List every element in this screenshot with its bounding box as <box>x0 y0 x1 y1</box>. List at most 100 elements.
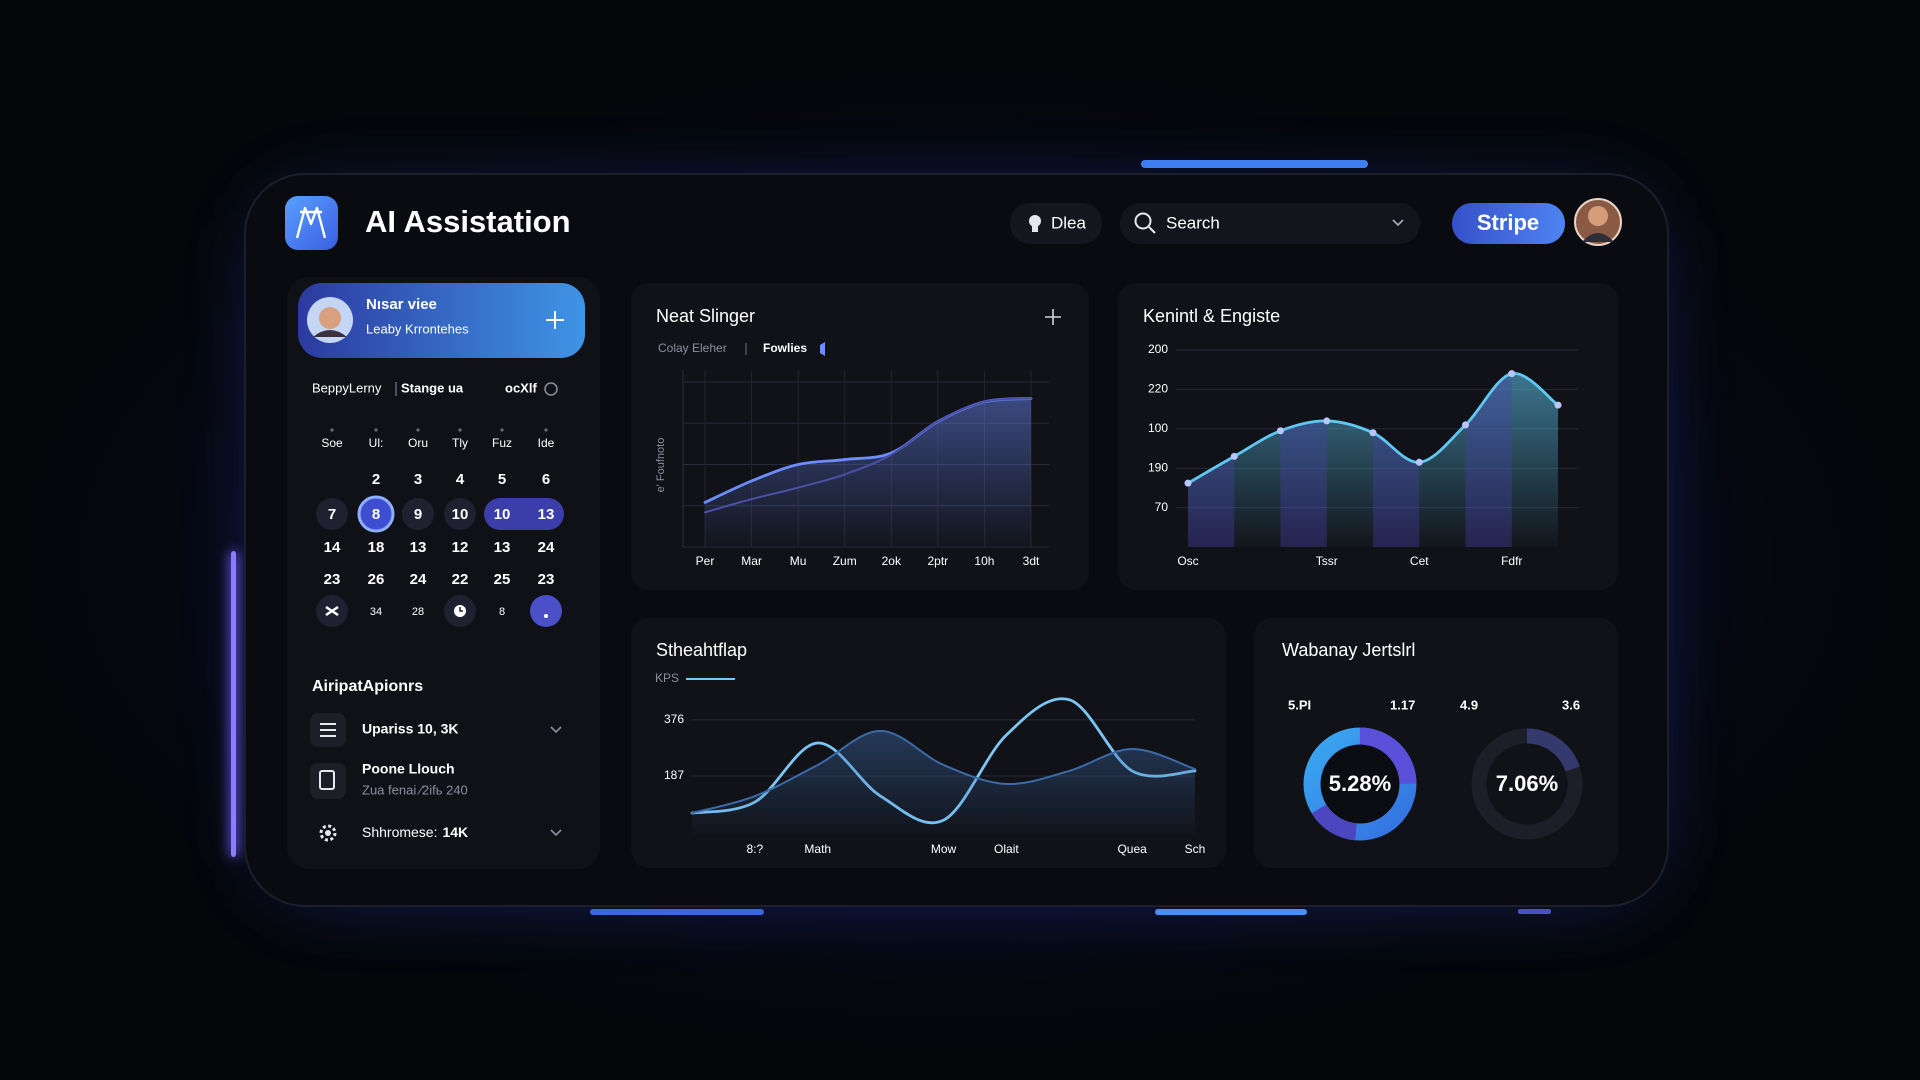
calendar-day[interactable]: 24 <box>538 539 555 556</box>
chart-title: Stheahtflap <box>656 640 747 660</box>
calendar-day[interactable]: 13 <box>494 539 511 556</box>
chip-label: Dlea <box>1051 213 1087 232</box>
item-glyph <box>319 770 335 790</box>
y-tick-label: 220 <box>1148 382 1168 396</box>
calendar-day[interactable]: 23 <box>324 571 341 588</box>
weekday-dot <box>330 428 334 432</box>
point <box>1184 479 1192 487</box>
donut-segment <box>1471 728 1583 840</box>
y-tick-label: 187 <box>664 768 684 782</box>
line <box>704 397 1032 514</box>
area <box>1188 373 1558 547</box>
x-tick-label: 2ok <box>882 554 902 568</box>
search-icon <box>1148 226 1156 234</box>
donut-segment <box>1303 727 1417 841</box>
calendar-day[interactable]: 26 <box>368 571 385 588</box>
calendar-filter[interactable]: BeppyLerny <box>312 380 382 395</box>
profile-card[interactable] <box>298 283 585 358</box>
button-label: Stripe <box>1477 210 1539 235</box>
item-icon <box>310 763 346 799</box>
point <box>1415 458 1423 466</box>
calendar-day[interactable]: 8 <box>372 506 380 523</box>
glow-bar <box>1518 909 1551 914</box>
x-tick-label: Cet <box>1410 554 1429 568</box>
x-tick-label: Mu <box>790 554 807 568</box>
calendar-day[interactable]: 6 <box>542 471 550 488</box>
x-tick-label: 3dt <box>1023 554 1040 568</box>
item-value: 14K <box>442 824 468 840</box>
calendar-day[interactable]: 3 <box>414 471 422 488</box>
calendar-day[interactable]: 4 <box>456 471 465 488</box>
add-icon[interactable] <box>546 311 564 329</box>
kpi-value: 7.06% <box>1496 771 1558 796</box>
clock-hand <box>459 607 463 612</box>
legend-label: KPS <box>655 671 679 685</box>
calendar-day[interactable]: 14 <box>324 539 341 556</box>
x-tick-label: Zum <box>833 554 857 568</box>
search-box[interactable] <box>1120 203 1420 244</box>
calendar-day[interactable]: 24 <box>410 571 427 588</box>
calendar-day[interactable]: 34 <box>370 606 382 618</box>
calendar-day[interactable]: 9 <box>414 506 422 523</box>
profile-face <box>319 307 341 329</box>
calendar-day[interactable]: 7 <box>328 506 336 523</box>
item-label[interactable]: Upariss 10, 3K <box>362 721 459 737</box>
chip-icon <box>1032 226 1038 232</box>
add-icon[interactable] <box>1045 309 1061 325</box>
day-bg <box>316 498 348 530</box>
calendar-day[interactable]: 13 <box>410 539 427 556</box>
chip[interactable] <box>1010 203 1102 244</box>
kpi-delta: 3.6 <box>1562 697 1580 712</box>
donut-segment <box>1303 727 1417 841</box>
kpi-label: 4.9 <box>1460 697 1478 712</box>
point <box>1462 421 1469 429</box>
x-tick-label: 10h <box>974 554 994 568</box>
calendar-day[interactable]: 10 <box>494 506 511 523</box>
gear-icon <box>319 824 337 842</box>
area <box>705 398 1031 547</box>
profile-subtitle: Leaby Krrontehes <box>366 321 469 336</box>
calendar-day[interactable]: 23 <box>538 571 555 588</box>
point <box>1230 452 1238 460</box>
calendar-day[interactable]: 18 <box>368 539 385 556</box>
glow-bar <box>1155 909 1307 915</box>
calendar-day[interactable]: 25 <box>494 571 511 588</box>
x-tick-label: Tssr <box>1316 554 1338 568</box>
item-label[interactable]: Shhromese: 14K <box>362 824 468 840</box>
calendar-day[interactable]: 10 <box>452 506 469 523</box>
item-sub: Zua fenai ⁄2ifь 240 <box>362 782 468 797</box>
point <box>1508 370 1516 378</box>
chevron[interactable] <box>550 829 562 837</box>
legend-icon <box>820 342 825 356</box>
x-tick-label: Mow <box>931 842 957 856</box>
y-tick-label: 100 <box>1148 421 1168 435</box>
primary-button[interactable] <box>1452 203 1565 244</box>
point <box>1554 401 1562 409</box>
y-tick-label: 70 <box>1155 500 1169 514</box>
calendar-filter[interactable]: Stange ua <box>401 380 464 395</box>
day-bg <box>530 595 562 627</box>
x-tick-label: Osc <box>1177 554 1198 568</box>
calendar-toggle[interactable] <box>544 382 558 396</box>
calendar-day[interactable]: 22 <box>452 571 469 588</box>
calendar-day[interactable]: 2 <box>372 471 380 488</box>
x-tick-label: 8:? <box>747 842 764 856</box>
x-tick-label: Sch <box>1185 842 1206 856</box>
avatar-face <box>1588 206 1608 226</box>
calendar-day[interactable]: 8 <box>499 606 505 618</box>
point <box>1277 427 1284 435</box>
weekday-dot <box>500 428 504 432</box>
search-placeholder: Search <box>1166 213 1220 232</box>
x-tick-label: Fdfr <box>1501 554 1522 568</box>
calendar-filter[interactable]: ocXlf <box>505 380 537 395</box>
chevron[interactable] <box>550 726 562 734</box>
chart-title: Neat Slinger <box>656 306 755 326</box>
calendar-day[interactable]: 12 <box>452 539 469 556</box>
item-label[interactable]: Poone Llouch <box>362 761 455 777</box>
calendar-day[interactable]: 5 <box>498 471 506 488</box>
calendar-day[interactable]: 28 <box>412 606 424 618</box>
line <box>691 729 1196 815</box>
calendar-day[interactable]: 13 <box>538 506 555 523</box>
weekday-dot <box>458 428 462 432</box>
